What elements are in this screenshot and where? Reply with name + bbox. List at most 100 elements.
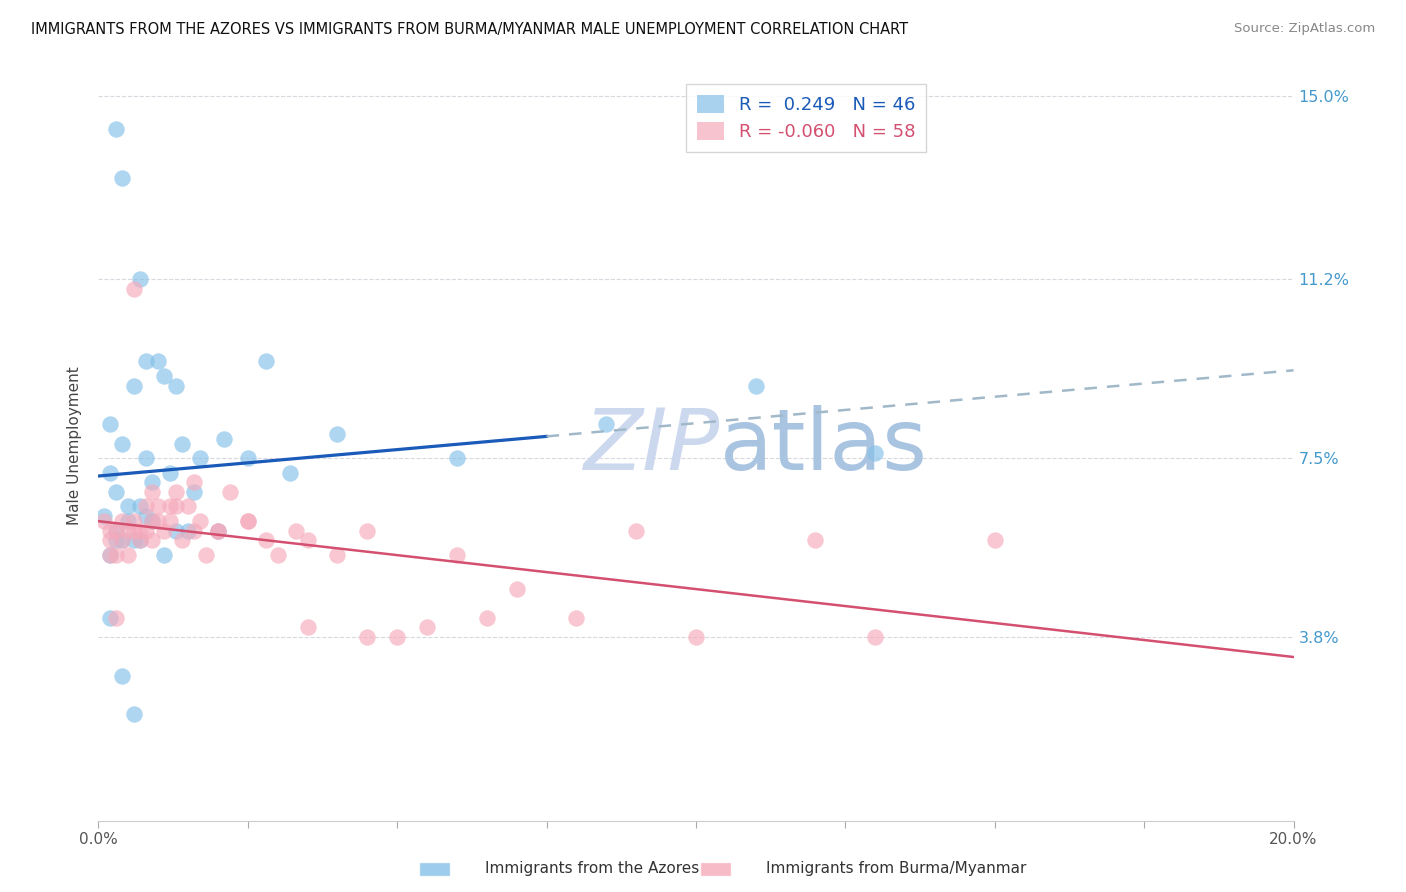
- Point: [124, 524, 146, 538]
- Point: [124, 533, 146, 548]
- Point: [148, 354, 170, 368]
- Point: [124, 378, 146, 392]
- Point: [98, 524, 122, 538]
- Point: [595, 417, 617, 432]
- Point: [105, 610, 128, 624]
- Point: [111, 436, 134, 450]
- Point: [129, 533, 152, 548]
- Point: [236, 451, 259, 466]
- Point: [565, 610, 588, 624]
- Text: atlas: atlas: [720, 404, 928, 488]
- Point: [124, 282, 146, 296]
- Point: [745, 378, 768, 392]
- Point: [141, 514, 163, 528]
- Point: [267, 548, 290, 562]
- Point: [183, 484, 205, 499]
- Point: [385, 630, 409, 644]
- Point: [111, 533, 134, 548]
- Text: Immigrants from the Azores: Immigrants from the Azores: [485, 862, 699, 876]
- Point: [93, 509, 115, 524]
- Point: [356, 630, 378, 644]
- Point: [804, 533, 827, 548]
- Point: [153, 368, 176, 383]
- Point: [141, 514, 163, 528]
- Point: [172, 533, 194, 548]
- Point: [188, 514, 211, 528]
- Point: [207, 524, 229, 538]
- Point: [98, 548, 122, 562]
- Point: [98, 533, 122, 548]
- Point: [685, 630, 707, 644]
- Point: [111, 533, 134, 548]
- Point: [177, 524, 200, 538]
- Point: [129, 272, 152, 286]
- Point: [159, 500, 181, 514]
- Point: [105, 524, 128, 538]
- Point: [98, 466, 122, 480]
- Point: [135, 524, 157, 538]
- Point: [165, 484, 187, 499]
- Point: [135, 354, 157, 368]
- Point: [284, 524, 307, 538]
- Point: [172, 436, 194, 450]
- Y-axis label: Male Unemployment: Male Unemployment: [67, 367, 83, 525]
- Point: [207, 524, 229, 538]
- Point: [111, 170, 134, 185]
- Point: [129, 524, 152, 538]
- Point: [124, 514, 146, 528]
- Point: [153, 524, 176, 538]
- Point: [165, 524, 187, 538]
- Point: [416, 620, 439, 634]
- Point: [297, 620, 319, 634]
- Point: [124, 707, 146, 722]
- Text: ZIP: ZIP: [583, 404, 720, 488]
- Point: [475, 610, 498, 624]
- Point: [129, 533, 152, 548]
- Point: [105, 524, 128, 538]
- Point: [135, 451, 157, 466]
- Point: [506, 582, 529, 596]
- Point: [153, 548, 176, 562]
- Point: [141, 484, 163, 499]
- Point: [98, 417, 122, 432]
- Point: [148, 500, 170, 514]
- Point: [93, 514, 115, 528]
- Point: [865, 630, 887, 644]
- Point: [117, 500, 139, 514]
- Legend: R =  0.249   N = 46, R = -0.060   N = 58: R = 0.249 N = 46, R = -0.060 N = 58: [686, 84, 927, 152]
- Point: [165, 378, 187, 392]
- Point: [236, 514, 259, 528]
- Point: [326, 548, 349, 562]
- Text: Immigrants from Burma/Myanmar: Immigrants from Burma/Myanmar: [766, 862, 1026, 876]
- Point: [195, 548, 218, 562]
- Point: [135, 500, 157, 514]
- Point: [159, 514, 181, 528]
- Point: [356, 524, 378, 538]
- Point: [165, 500, 187, 514]
- Point: [188, 451, 211, 466]
- Point: [626, 524, 648, 538]
- Point: [326, 426, 349, 441]
- Point: [117, 514, 139, 528]
- Point: [135, 509, 157, 524]
- Point: [148, 514, 170, 528]
- Point: [865, 446, 887, 460]
- Point: [183, 475, 205, 490]
- Point: [446, 548, 468, 562]
- Point: [98, 610, 122, 624]
- Text: Source: ZipAtlas.com: Source: ZipAtlas.com: [1234, 22, 1375, 36]
- Point: [159, 466, 181, 480]
- Point: [212, 432, 235, 446]
- Point: [219, 484, 242, 499]
- Point: [297, 533, 319, 548]
- Point: [254, 354, 277, 368]
- Point: [254, 533, 277, 548]
- Point: [105, 548, 128, 562]
- Point: [278, 466, 301, 480]
- Point: [105, 533, 128, 548]
- Point: [98, 548, 122, 562]
- Point: [105, 484, 128, 499]
- Point: [117, 548, 139, 562]
- Point: [141, 475, 163, 490]
- Point: [207, 524, 229, 538]
